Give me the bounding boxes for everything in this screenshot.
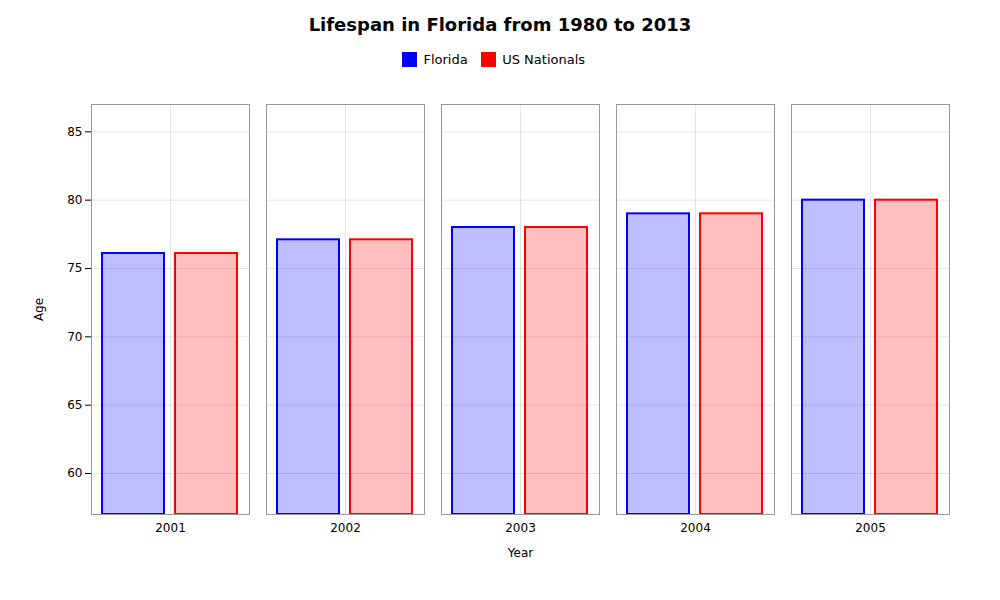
svg-text:60: 60 [67,466,82,480]
svg-text:85: 85 [67,124,82,138]
svg-text:80: 80 [67,193,82,207]
html-text:US Nationals: US Nationals [502,52,585,67]
svg-text:2003: 2003 [505,521,536,535]
svg-text:Year: Year [507,545,533,559]
svg-text:75: 75 [67,261,82,275]
svg-text:2002: 2002 [330,521,361,535]
html-text:Florida: Florida [423,52,468,67]
svg-text:65: 65 [67,398,82,412]
svg-text:Age: Age [32,297,46,320]
svg-text:70: 70 [67,329,82,343]
svg-text:2001: 2001 [155,521,186,535]
svg-text:2004: 2004 [680,521,711,535]
html-text:Lifespan in Florida from 1980: Lifespan in Florida from 1980 to 2013 [308,14,692,35]
svg-text:2005: 2005 [855,521,886,535]
